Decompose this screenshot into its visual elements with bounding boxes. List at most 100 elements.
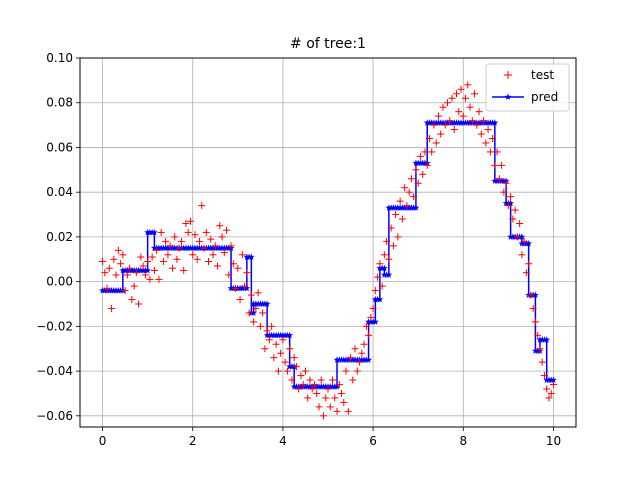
test-point	[329, 376, 337, 384]
test-point	[430, 121, 438, 129]
test-point	[414, 179, 422, 187]
y-tick-label: 0.06	[46, 140, 73, 154]
pred-point	[543, 336, 551, 343]
test-point	[191, 231, 199, 239]
test-point	[286, 345, 294, 353]
test-point	[428, 148, 436, 156]
y-tick-label: 0.08	[46, 96, 73, 110]
test-point	[392, 211, 400, 219]
test-point	[362, 322, 370, 330]
test-point	[112, 271, 120, 279]
test-point	[315, 403, 323, 411]
test-point	[365, 331, 373, 339]
test-point	[522, 269, 530, 277]
test-point	[117, 260, 125, 268]
test-point	[367, 313, 375, 321]
test-point	[540, 372, 548, 380]
test-point	[344, 407, 352, 415]
test-point	[322, 394, 330, 402]
test-point	[511, 206, 519, 214]
test-point	[299, 381, 307, 389]
test-point	[534, 331, 542, 339]
test-point	[254, 289, 262, 297]
test-point	[396, 197, 404, 205]
y-tick-label: −0.04	[36, 364, 73, 378]
test-point	[466, 103, 474, 111]
test-point	[250, 318, 258, 326]
test-point	[446, 117, 454, 125]
test-point	[265, 336, 273, 344]
test-point	[410, 193, 418, 201]
test-point	[374, 273, 382, 281]
test-point	[389, 242, 397, 250]
pred-point	[243, 284, 251, 292]
test-point	[105, 264, 113, 272]
pred-point	[491, 119, 499, 126]
test-point	[338, 389, 346, 397]
test-point	[292, 363, 300, 371]
test-point	[184, 228, 192, 236]
test-point	[369, 304, 377, 312]
test-point	[277, 349, 285, 357]
test-point	[139, 262, 147, 270]
test-point	[144, 258, 152, 266]
test-point	[513, 233, 521, 241]
test-point	[356, 358, 364, 366]
test-point	[412, 166, 420, 174]
test-point	[259, 309, 267, 317]
test-point	[135, 300, 143, 308]
test-point	[529, 304, 537, 312]
test-point	[175, 244, 183, 252]
test-point	[270, 354, 278, 362]
test-point	[319, 412, 327, 420]
test-point	[495, 175, 503, 183]
test-point	[252, 304, 260, 312]
test-point	[223, 226, 231, 234]
pred-point	[371, 318, 379, 325]
test-point	[331, 394, 339, 402]
pred-point	[412, 204, 420, 211]
test-point	[236, 296, 244, 304]
test-point	[457, 85, 465, 93]
test-point	[520, 237, 528, 245]
test-point	[205, 258, 213, 266]
test-point	[421, 148, 429, 156]
test-point	[288, 376, 296, 384]
test-point	[486, 148, 494, 156]
test-point	[101, 269, 109, 277]
test-point	[227, 242, 235, 250]
test-point	[448, 94, 456, 102]
test-point	[241, 282, 249, 290]
test-point	[473, 121, 481, 129]
test-point	[538, 358, 546, 366]
test-point	[358, 349, 366, 357]
test-point	[407, 175, 415, 183]
test-point	[489, 135, 497, 143]
test-point	[281, 358, 289, 366]
test-point	[272, 340, 280, 348]
test-point	[398, 215, 406, 223]
test-point	[110, 255, 118, 263]
test-point	[171, 233, 179, 241]
pred-point	[525, 240, 533, 247]
test-point	[99, 258, 107, 266]
test-point	[126, 264, 134, 272]
test-point	[114, 246, 122, 254]
test-point	[132, 269, 140, 277]
test-point	[453, 90, 461, 98]
test-point	[308, 385, 316, 393]
x-tick-label: 6	[369, 434, 377, 448]
test-point	[141, 271, 149, 279]
test-point	[464, 81, 472, 89]
test-point	[195, 237, 203, 245]
pred-point	[144, 266, 152, 274]
test-point	[119, 251, 127, 259]
test-point	[268, 322, 276, 330]
test-point	[419, 170, 427, 178]
test-point	[360, 340, 368, 348]
test-point	[243, 269, 251, 277]
test-point	[189, 251, 197, 259]
test-point	[211, 242, 219, 250]
test-point	[403, 202, 411, 210]
test-point	[405, 188, 413, 196]
